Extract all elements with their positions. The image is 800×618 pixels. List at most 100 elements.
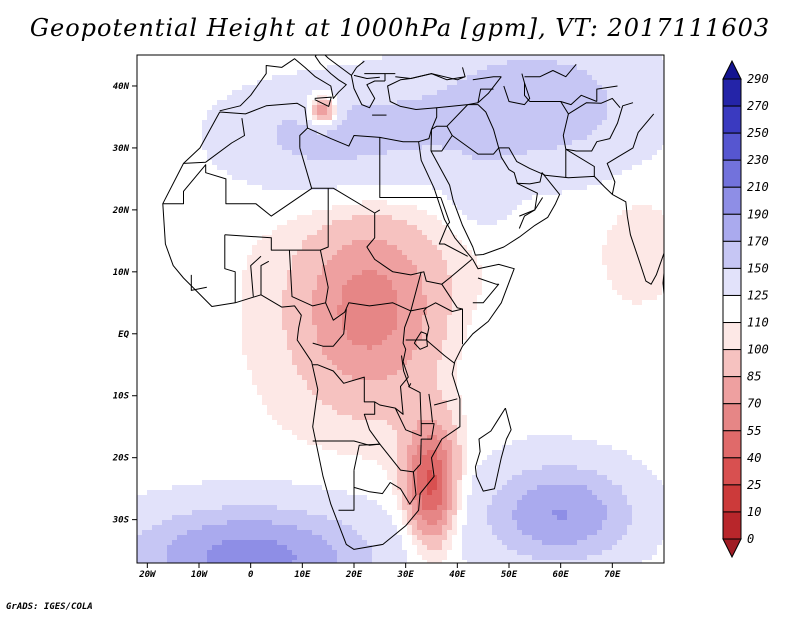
field-cell [252,65,258,71]
field-cell [652,200,658,206]
field-cell [287,275,293,281]
field-cell [542,195,548,201]
field-cell [482,280,488,286]
field-cell [157,185,163,191]
field-cell [617,235,623,241]
field-cell [487,135,493,141]
field-cell [602,265,608,271]
field-cell [442,105,448,111]
field-cell [267,150,273,156]
field-cell [357,70,363,76]
field-cell [602,240,608,246]
field-cell [327,170,333,176]
field-cell [557,190,563,196]
field-cell [502,215,508,221]
field-cell [247,65,253,71]
field-cell [257,280,263,286]
field-cell [652,140,658,146]
field-cell [442,160,448,166]
field-cell [277,95,283,101]
field-cell [412,235,418,241]
field-cell [637,115,643,121]
field-cell [612,115,618,121]
field-cell [552,230,558,236]
field-cell [532,200,538,206]
field-cell [482,260,488,266]
field-cell [662,135,665,141]
field-cell [447,80,453,86]
field-cell [372,260,378,266]
field-cell [657,70,663,76]
field-cell [277,185,283,191]
field-cell [557,65,563,71]
field-cell [332,165,338,171]
field-cell [532,150,538,156]
field-cell [347,110,353,116]
field-cell [367,260,373,266]
field-cell [357,220,363,226]
field-cell [192,140,198,146]
field-cell [507,105,513,111]
field-cell [142,190,148,196]
field-cell [477,145,483,151]
field-cell [457,155,463,161]
field-cell [417,90,423,96]
field-cell [497,120,503,126]
field-cell [492,120,498,126]
field-cell [262,140,268,146]
field-cell [502,155,508,161]
field-cell [657,265,663,271]
field-cell [372,275,378,281]
field-cell [657,155,663,161]
field-cell [227,215,233,221]
field-cell [402,65,408,71]
field-cell [422,275,428,281]
field-cell [297,210,303,216]
field-cell [597,180,603,186]
field-cell [237,150,243,156]
field-cell [632,195,638,201]
field-cell [167,215,173,221]
field-cell [252,80,258,86]
field-cell [602,65,608,71]
field-cell [562,275,568,281]
field-cell [277,225,283,231]
field-cell [152,190,158,196]
field-cell [342,200,348,206]
field-cell [552,115,558,121]
field-cell [397,215,403,221]
field-cell [652,125,658,131]
field-cell [187,190,193,196]
field-cell [602,55,608,61]
field-cell [577,200,583,206]
field-cell [542,235,548,241]
field-cell [442,130,448,136]
field-cell [572,100,578,106]
field-cell [477,85,483,91]
field-cell [472,285,478,291]
field-cell [472,220,478,226]
field-cell [422,140,428,146]
field-cell [502,245,508,251]
field-cell [202,100,208,106]
field-cell [502,175,508,181]
field-cell [522,120,528,126]
field-cell [582,165,588,171]
field-cell [217,155,223,161]
field-cell [277,235,283,241]
field-cell [282,260,288,266]
field-cell [657,175,663,181]
field-cell [232,130,238,136]
field-cell [282,120,288,126]
field-cell [277,265,283,271]
field-cell [427,85,433,91]
field-cell [397,70,403,76]
field-cell [447,250,453,256]
field-cell [147,205,153,211]
field-cell [322,110,328,116]
field-cell [587,205,593,211]
field-cell [322,190,328,196]
field-cell [242,145,248,151]
field-cell [587,275,593,281]
field-cell [417,255,423,261]
